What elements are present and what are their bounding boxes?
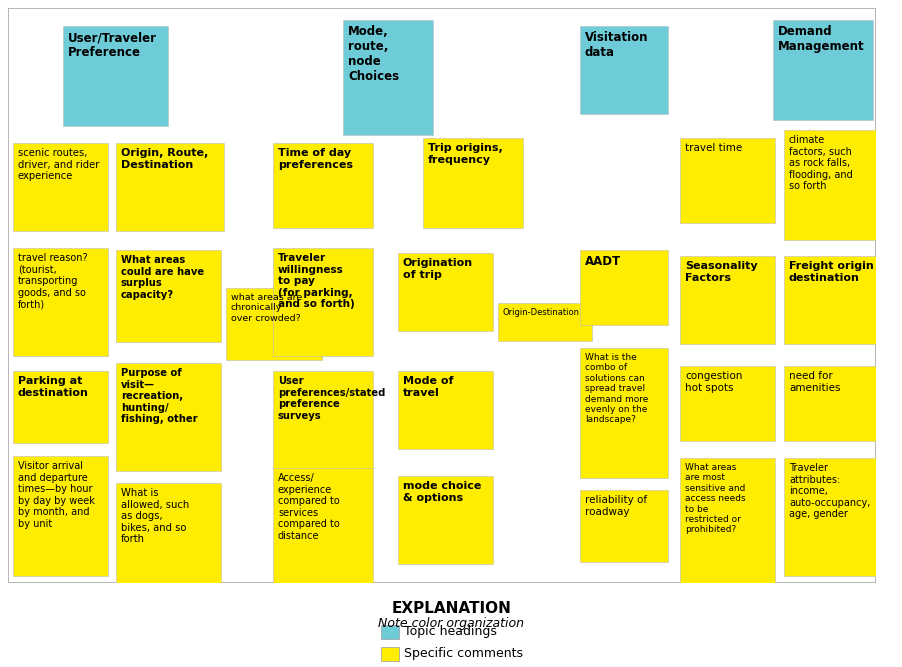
Text: what areas are
chronically
over crowded?: what areas are chronically over crowded? [231,293,302,323]
Text: travel time: travel time [685,143,741,153]
Text: Mode of
travel: Mode of travel [402,376,453,398]
Bar [398,476,492,564]
Text: AADT: AADT [584,255,621,268]
Bar [783,256,881,344]
Text: What is
allowed, such
as dogs,
bikes, and so
forth: What is allowed, such as dogs, bikes, an… [121,488,189,544]
Bar [783,366,881,441]
Text: Trip origins,
frequency: Trip origins, frequency [428,143,502,165]
Bar [226,288,322,360]
Text: Access/
experience
compared to
services
compared to
distance: Access/ experience compared to services … [278,473,339,541]
Text: Specific comments: Specific comments [404,648,523,660]
Text: What areas
are most
sensitive and
access needs
to be
restricted or
prohibited?: What areas are most sensitive and access… [685,463,745,534]
Text: reliability of
roadway: reliability of roadway [584,495,647,517]
Bar [497,303,592,341]
Bar [398,371,492,449]
Text: Origination
of trip: Origination of trip [402,258,473,279]
Text: travel reason?
(tourist,
transporting
goods, and so
forth): travel reason? (tourist, transporting go… [18,253,87,309]
Text: Parking at
destination: Parking at destination [18,376,88,398]
Text: User
preferences/stated
preference
surveys: User preferences/stated preference surve… [278,376,385,421]
Bar [398,253,492,331]
Bar [13,248,108,356]
Text: What areas
could are have
surplus
capacity?: What areas could are have surplus capaci… [121,255,204,299]
Text: Note color organization: Note color organization [378,617,524,630]
Text: Mode,
route,
node
Choices: Mode, route, node Choices [347,25,399,83]
Bar [115,483,221,583]
Text: Origin, Route,
Destination: Origin, Route, Destination [121,148,208,169]
Text: Topic headings: Topic headings [404,626,497,638]
Bar [381,647,399,661]
Text: Seasonality
Factors: Seasonality Factors [685,261,757,283]
Bar [272,468,373,586]
Bar [679,256,774,344]
Bar [579,348,667,478]
Bar [679,458,774,588]
Text: climate
factors, such
as rock falls,
flooding, and
so forth: climate factors, such as rock falls, flo… [788,135,851,191]
Bar [272,371,373,469]
Text: Traveler
attributes:
income,
auto-occupancy,
age, gender: Traveler attributes: income, auto-occupa… [788,463,870,520]
Text: Visitor arrival
and departure
times—by hour
by day by week
by month, and
by unit: Visitor arrival and departure times—by h… [18,461,95,529]
Bar [343,20,433,135]
Bar [783,458,881,576]
Text: congestion
hot spots: congestion hot spots [685,371,741,393]
Text: scenic routes,
driver, and rider
experience: scenic routes, driver, and rider experie… [18,148,99,181]
Text: Demand
Management: Demand Management [778,25,864,53]
Bar [679,138,774,223]
Bar [422,138,522,228]
Bar [579,490,667,562]
Text: Time of day
preferences: Time of day preferences [278,148,353,169]
Bar [13,371,108,443]
Text: Purpose of
visit—
recreation,
hunting/
fishing, other: Purpose of visit— recreation, hunting/ f… [121,368,198,424]
Text: EXPLANATION: EXPLANATION [391,601,511,616]
Bar [115,363,221,471]
Text: Visitation
data: Visitation data [584,31,648,59]
Bar [783,130,881,240]
Bar [272,143,373,228]
Bar [381,625,399,639]
Bar [679,366,774,441]
Text: Origin-Destination: Origin-Destination [502,308,579,317]
Text: mode choice
& options: mode choice & options [402,481,481,503]
Text: User/Traveler
Preference: User/Traveler Preference [68,31,157,59]
Text: Freight origin
destination: Freight origin destination [788,261,873,283]
Bar [772,20,872,120]
Text: need for
amenities: need for amenities [788,371,840,393]
Bar [13,143,108,231]
Bar [579,26,667,114]
Bar [13,456,108,576]
Bar [272,248,373,356]
Bar [115,250,221,342]
Bar [63,26,168,126]
Text: Traveler
willingness
to pay
(for parking,
and so forth): Traveler willingness to pay (for parking… [278,253,354,309]
Text: What is the
combo of
solutions can
spread travel
demand more
evenly on the
lands: What is the combo of solutions can sprea… [584,353,648,424]
Bar [579,250,667,325]
Bar [115,143,224,231]
